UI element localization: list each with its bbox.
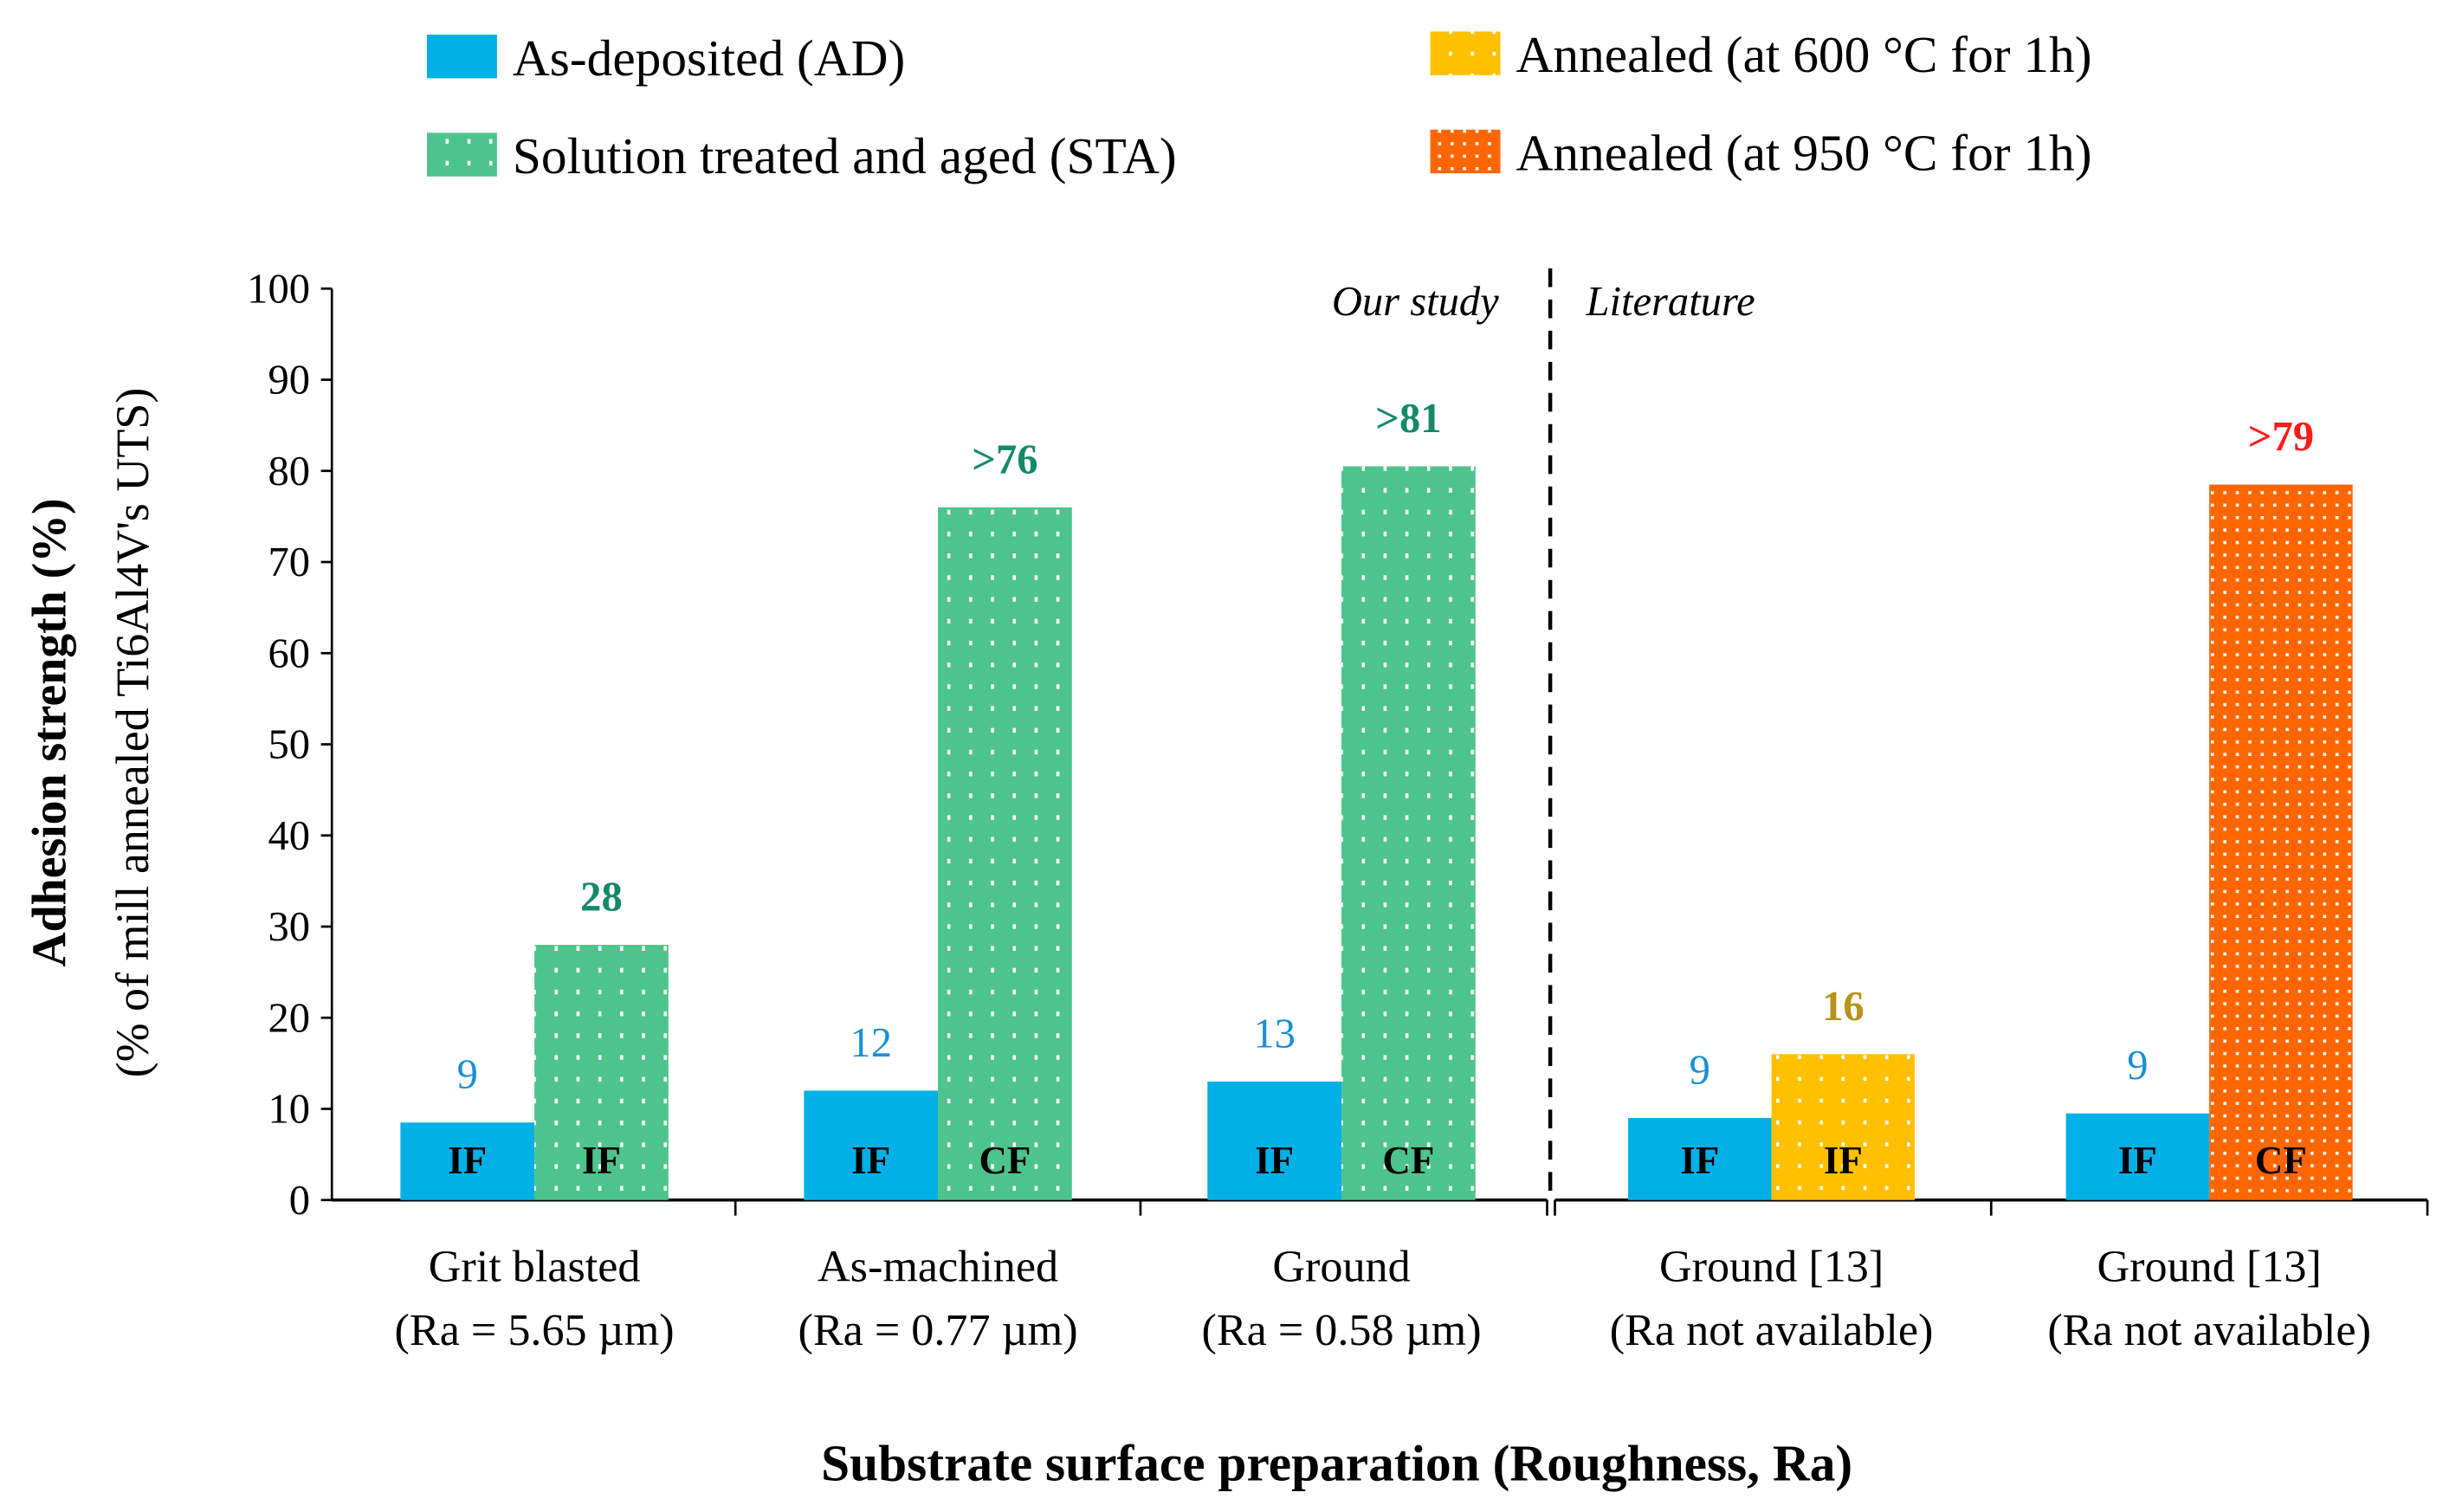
legend-label: Solution treated and aged (STA) xyxy=(513,127,1177,184)
legend-swatch xyxy=(1430,31,1501,75)
bar xyxy=(2065,1113,2210,1200)
legend-label: Annealed (at 600 °C for 1h) xyxy=(1516,26,2092,83)
category-sublabel: (Ra = 0.77 µm) xyxy=(798,1306,1078,1355)
category-sublabel: (Ra not available) xyxy=(2047,1306,2371,1355)
category-label: As-machined xyxy=(818,1242,1058,1291)
category-label: Ground [13] xyxy=(1659,1242,1884,1291)
data-label: 9 xyxy=(1690,1046,1710,1093)
y-tick-label: 90 xyxy=(268,357,310,404)
failure-mode-label: CF xyxy=(2255,1139,2307,1182)
y-tick-label: 70 xyxy=(268,539,310,585)
y-tick-label: 0 xyxy=(289,1177,310,1224)
category-label: Ground xyxy=(1272,1242,1410,1291)
category-label: Ground [13] xyxy=(2097,1242,2321,1291)
y-tick-label: 60 xyxy=(268,630,310,676)
x-axis-title: Substrate surface preparation (Roughness… xyxy=(821,1435,1852,1492)
bar xyxy=(1207,1081,1342,1200)
bar xyxy=(1628,1118,1772,1200)
failure-mode-label: IF xyxy=(1824,1139,1863,1182)
y-axis-subtitle: (% of mill annealed Ti6Al4V's UTS) xyxy=(107,388,158,1078)
bar xyxy=(400,1122,535,1200)
y-tick-label: 30 xyxy=(268,903,310,950)
legend-swatch xyxy=(426,35,497,79)
failure-mode-label: IF xyxy=(2118,1139,2157,1182)
section-label-literature: Literature xyxy=(1585,278,1755,325)
y-axis-title: Adhesion strength (%) xyxy=(23,498,77,966)
y-tick-label: 20 xyxy=(268,994,310,1041)
data-label: 28 xyxy=(580,873,623,920)
data-label: >76 xyxy=(972,436,1037,482)
category-label: Grit blasted xyxy=(429,1242,641,1291)
data-label: 9 xyxy=(457,1051,478,1098)
failure-mode-label: IF xyxy=(1680,1139,1719,1182)
data-label: >79 xyxy=(2248,413,2314,460)
data-label: 9 xyxy=(2127,1042,2148,1089)
failure-mode-label: IF xyxy=(582,1139,621,1182)
bar xyxy=(804,1090,939,1200)
data-label: >81 xyxy=(1375,395,1441,442)
legend-label: As-deposited (AD) xyxy=(513,29,905,87)
category-sublabel: (Ra = 0.58 µm) xyxy=(1201,1306,1481,1355)
bar xyxy=(1341,466,1476,1200)
y-tick-label: 10 xyxy=(268,1086,310,1133)
legend-label: Annealed (at 950 °C for 1h) xyxy=(1516,125,2092,182)
data-label: 16 xyxy=(1822,983,1865,1030)
failure-mode-label: CF xyxy=(979,1139,1031,1182)
legend: As-deposited (AD) Solution treated and ag… xyxy=(426,26,2092,184)
bar xyxy=(2209,484,2353,1200)
section-label-our-study: Our study xyxy=(1332,278,1499,325)
category-sublabel: (Ra not available) xyxy=(1610,1306,1934,1355)
bars: 9 IF 28 IF Grit blasted (Ra = 5.65 µm) 12 IF >76… xyxy=(395,395,2371,1355)
legend-swatch xyxy=(426,132,497,177)
failure-mode-label: IF xyxy=(851,1139,890,1182)
y-tick-label: 80 xyxy=(268,448,310,494)
y-tick-label: 40 xyxy=(268,812,310,859)
data-label: 12 xyxy=(850,1019,892,1066)
data-label: 13 xyxy=(1253,1010,1296,1056)
category-sublabel: (Ra = 5.65 µm) xyxy=(395,1306,675,1355)
bar xyxy=(1771,1054,1916,1200)
legend-swatch xyxy=(1430,129,1501,174)
bar xyxy=(534,945,669,1200)
failure-mode-label: IF xyxy=(448,1139,487,1182)
y-tick-label: 100 xyxy=(247,265,310,312)
failure-mode-label: IF xyxy=(1255,1139,1294,1182)
y-tick-label: 50 xyxy=(268,721,310,768)
bar xyxy=(938,507,1072,1200)
failure-mode-label: CF xyxy=(1382,1139,1434,1182)
